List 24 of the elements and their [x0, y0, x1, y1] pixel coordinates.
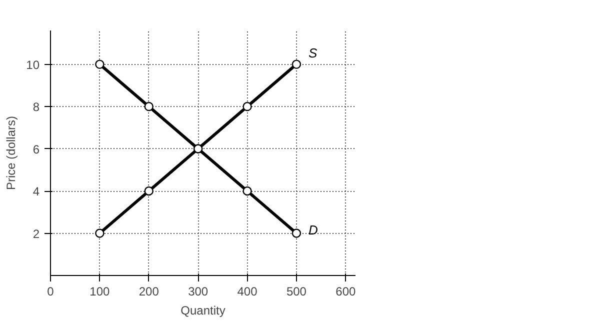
point: [292, 60, 302, 69]
x-tick-label: 600: [336, 284, 356, 298]
y-tick-label: 6: [32, 142, 40, 156]
point: [144, 186, 154, 196]
x-tick-label: 300: [188, 284, 208, 298]
y-tick-label: 2: [32, 226, 40, 241]
series-label: S: [308, 45, 318, 60]
point: [292, 228, 302, 238]
x-axis-title: Quantity: [180, 304, 226, 318]
point: [95, 228, 104, 238]
point: [242, 186, 252, 196]
point: [242, 102, 252, 112]
x-tick-label: 200: [138, 284, 160, 298]
y-axis-title: Price (dollars): [4, 116, 18, 190]
point: [144, 102, 154, 112]
point: [95, 60, 104, 69]
y-tick-label: 4: [32, 184, 40, 199]
y-tick-label: 10: [26, 58, 40, 72]
y-tick-label: 8: [32, 100, 40, 114]
x-tick-label: 400: [237, 284, 258, 298]
series-label: D: [308, 222, 318, 238]
x-tick-label: 100: [90, 284, 110, 298]
x-tick-label: 500: [286, 284, 307, 298]
x-tick-label: 0: [47, 284, 54, 298]
